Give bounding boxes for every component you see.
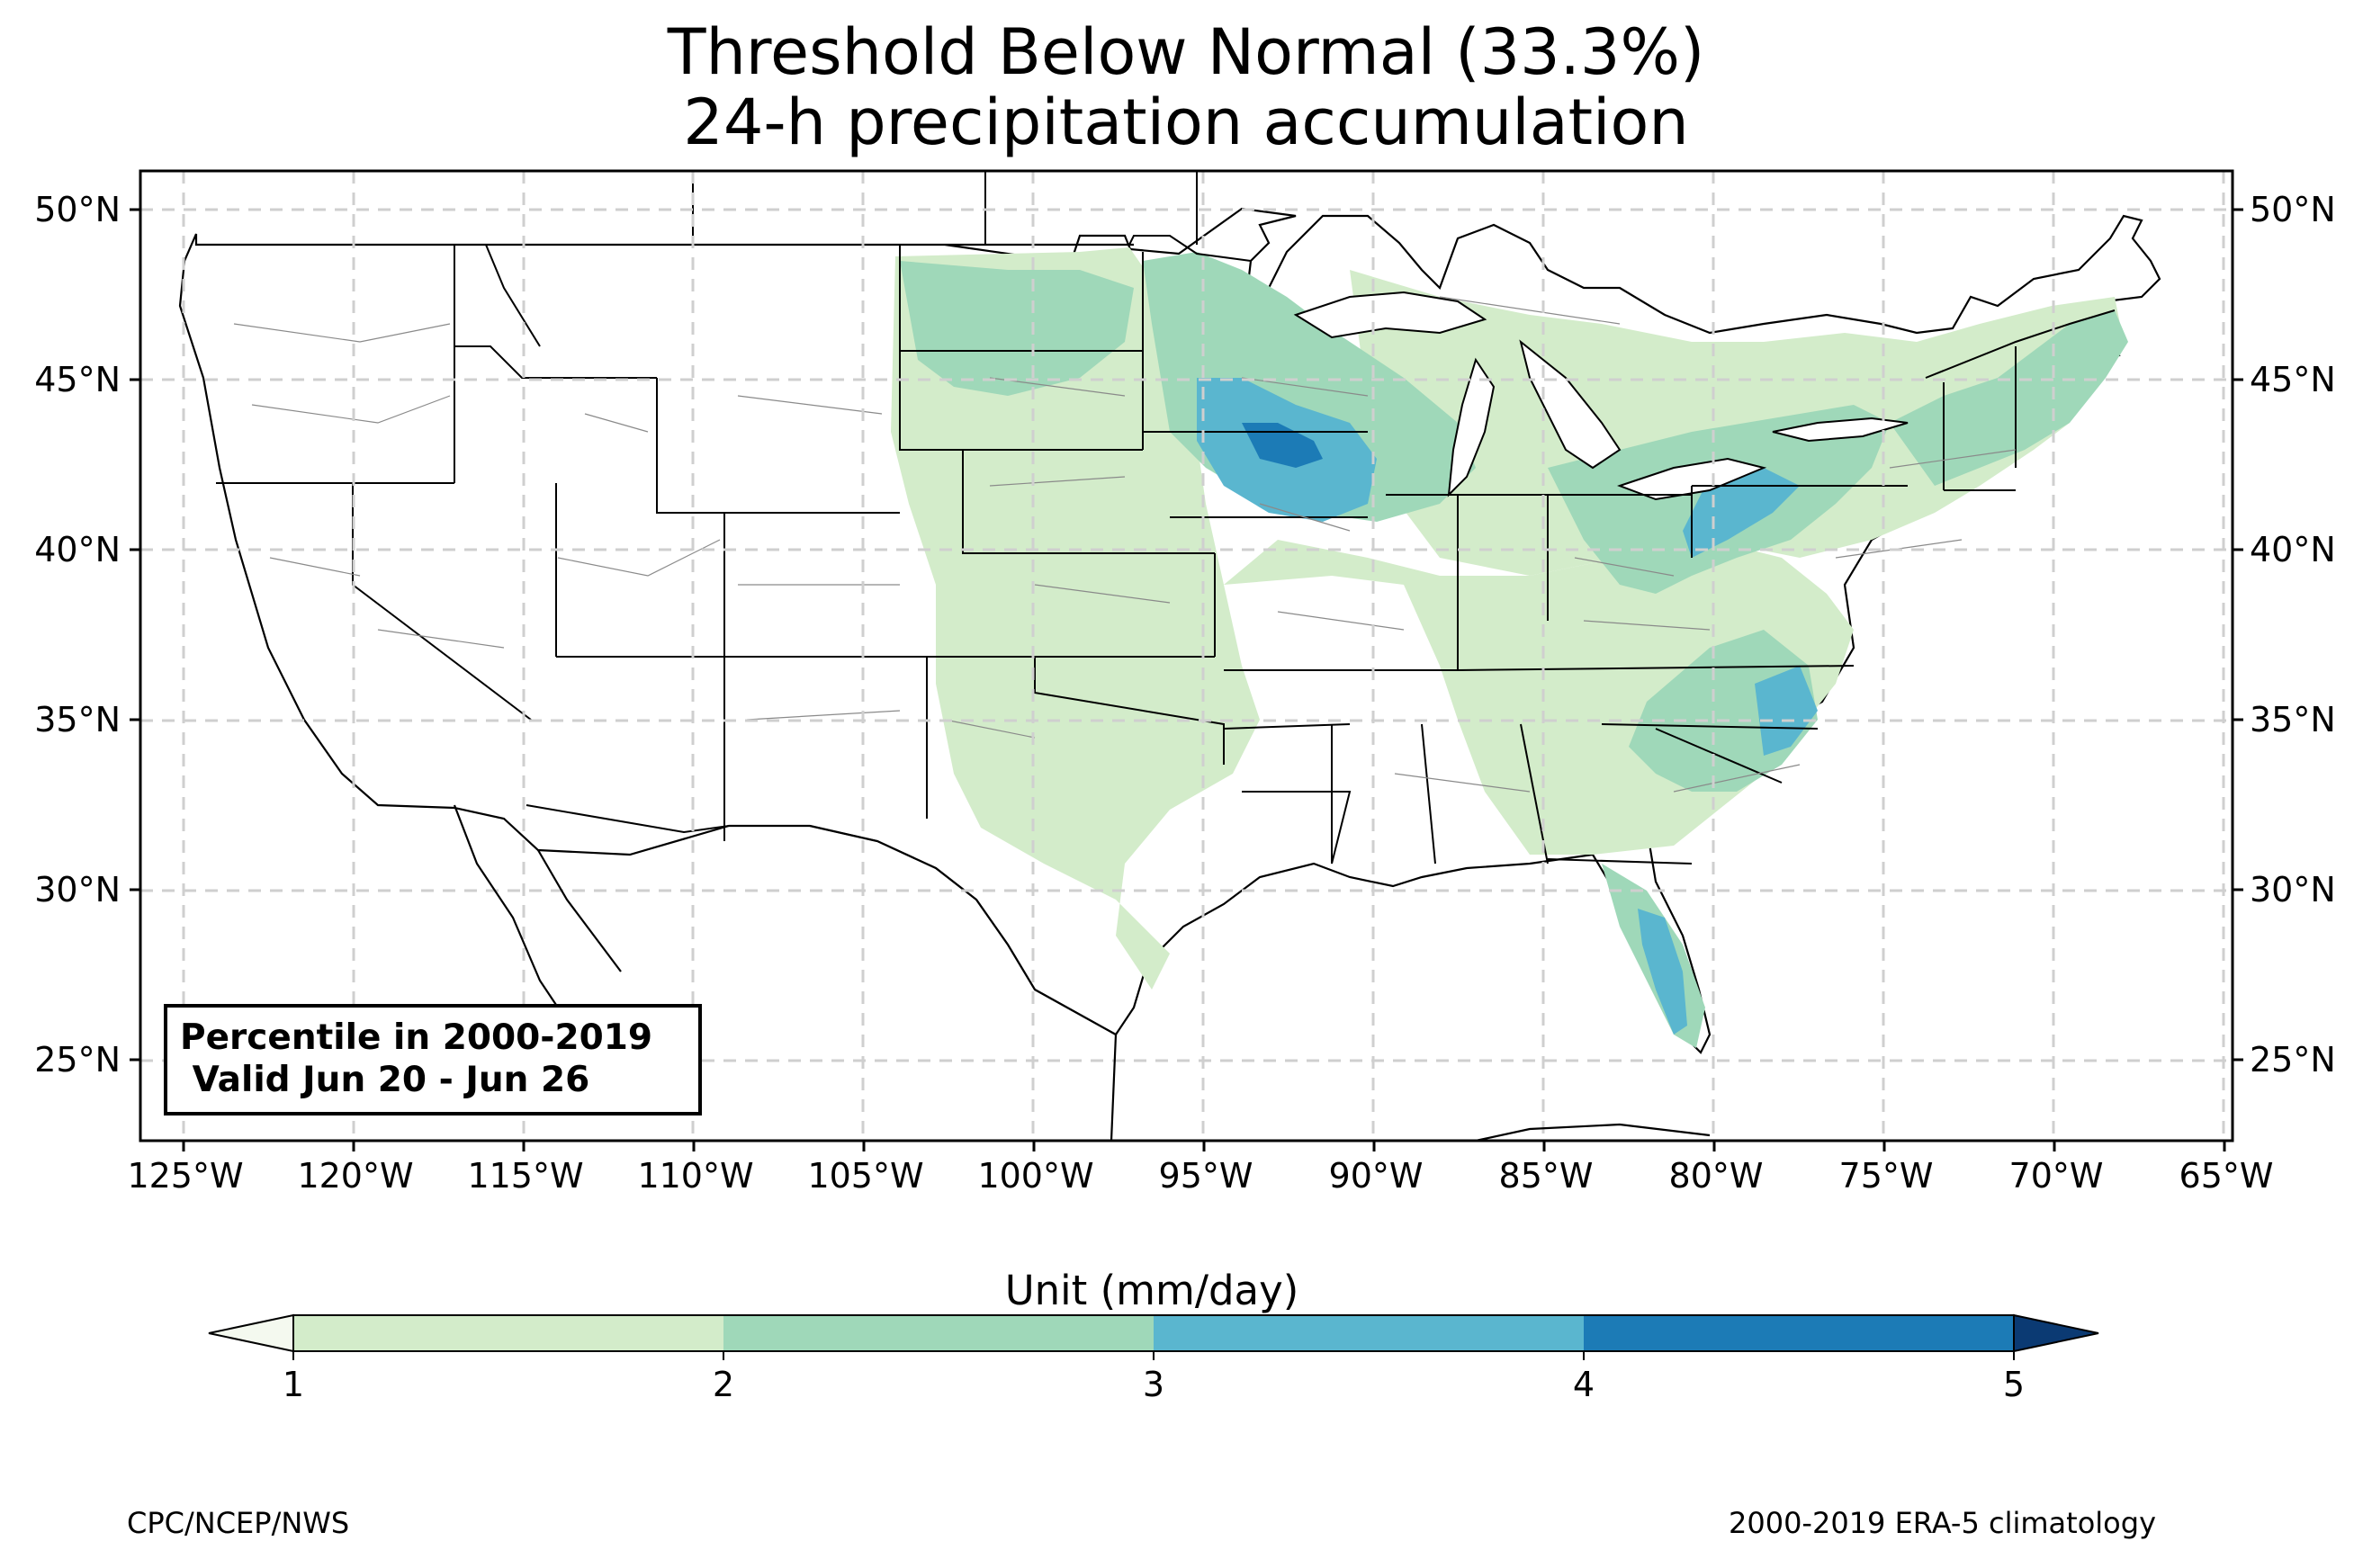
colorbar-label: Unit (mm/day): [1005, 1267, 1299, 1314]
lat-tick-label: 35°N: [2250, 700, 2336, 739]
lon-tick-label: 95°W: [1159, 1156, 1253, 1196]
lon-tick-label: 120°W: [297, 1156, 413, 1196]
southeast-max: [1755, 666, 1818, 756]
colorbar-tick-label: 4: [1573, 1365, 1595, 1404]
lat-tick-labels-right: 50°N 45°N 40°N 35°N 30°N 25°N: [2233, 190, 2336, 1080]
lat-tick-label: 25°N: [2250, 1040, 2336, 1080]
lon-tick-label: 90°W: [1329, 1156, 1424, 1196]
lat-tick-label: 40°N: [34, 530, 121, 569]
lon-tick-label: 85°W: [1499, 1156, 1594, 1196]
colorbar-under-extension: [208, 1313, 294, 1353]
inset-line1: Percentile in 2000-2019: [180, 1017, 652, 1058]
lon-tick-label: 65°W: [2179, 1156, 2274, 1196]
state-boundaries: [216, 244, 2017, 865]
colorbar-tick-label: 2: [713, 1365, 734, 1404]
inset-line2: Valid Jun 20 - Jun 26: [180, 1060, 589, 1100]
great-lakes: [1293, 291, 1909, 501]
lat-tick-label: 40°N: [2250, 530, 2336, 569]
map-panel: [140, 171, 2233, 1141]
lat-tick-label: 30°N: [2250, 870, 2336, 909]
international-boundaries: [196, 171, 2116, 1035]
colorbar-swatch: [723, 1315, 1154, 1351]
lat-tick-label: 50°N: [34, 190, 121, 229]
map-title-line2: 24-h precipitation accumulation: [683, 85, 1688, 159]
lat-tick-label: 45°N: [34, 360, 121, 399]
lon-tick-labels: 125°W 120°W 115°W 110°W 105°W 100°W 95°W 90°W 85…: [127, 1141, 2273, 1196]
lat-tick-labels-left: 50°N 45°N 40°N 35°N 30°N 25°N: [34, 190, 140, 1080]
precip-shading: [891, 247, 2128, 1048]
lon-tick-label: 70°W: [2009, 1156, 2104, 1196]
lon-tick-label: 110°W: [637, 1156, 753, 1196]
northern-plains-mid: [900, 261, 1134, 396]
northeast-band: [1890, 310, 2128, 486]
florida-peninsula-max: [1638, 909, 1687, 1035]
upper-midwest-core: [1242, 423, 1323, 468]
lon-tick-label: 115°W: [467, 1156, 583, 1196]
colorbar-ticks: 1 2 3 4 5: [283, 1351, 2025, 1404]
map-frame: [139, 169, 2234, 1142]
lat-tick-label: 45°N: [2250, 360, 2336, 399]
colorbar-swatches: [208, 1313, 2099, 1353]
colorbar: Unit (mm/day) 1 2 3 4 5: [208, 1267, 2099, 1404]
lat-tick-label: 25°N: [34, 1040, 121, 1080]
inset-box: Percentile in 2000-2019 Valid Jun 20 - J…: [164, 1004, 702, 1116]
colorbar-tick-label: 3: [1143, 1365, 1164, 1404]
lat-tick-label: 30°N: [34, 870, 121, 909]
colorbar-swatch: [1584, 1315, 2014, 1351]
footer-right: 2000-2019 ERA-5 climatology: [1729, 1506, 2156, 1540]
county-lines: [233, 296, 2017, 793]
lat-tick-label: 35°N: [34, 700, 121, 739]
lat-tick-label: 50°N: [2250, 190, 2336, 229]
footer-left: CPC/NCEP/NWS: [127, 1506, 349, 1540]
lon-tick-label: 80°W: [1669, 1156, 1764, 1196]
baja-coast: [453, 804, 1711, 1141]
colorbar-swatch: [1154, 1315, 1584, 1351]
map-title-line1: Threshold Below Normal (33.3%): [667, 15, 1705, 89]
northern-plains-green: [891, 247, 1260, 990]
lon-tick-label: 105°W: [807, 1156, 923, 1196]
colorbar-tick-label: 5: [2003, 1365, 2025, 1404]
colorbar-tick-label: 1: [283, 1365, 304, 1404]
colorbar-over-extension: [2013, 1313, 2099, 1353]
lon-tick-label: 100°W: [977, 1156, 1093, 1196]
lon-tick-label: 125°W: [127, 1156, 243, 1196]
colorbar-swatch: [293, 1315, 723, 1351]
lon-tick-label: 75°W: [1839, 1156, 1934, 1196]
